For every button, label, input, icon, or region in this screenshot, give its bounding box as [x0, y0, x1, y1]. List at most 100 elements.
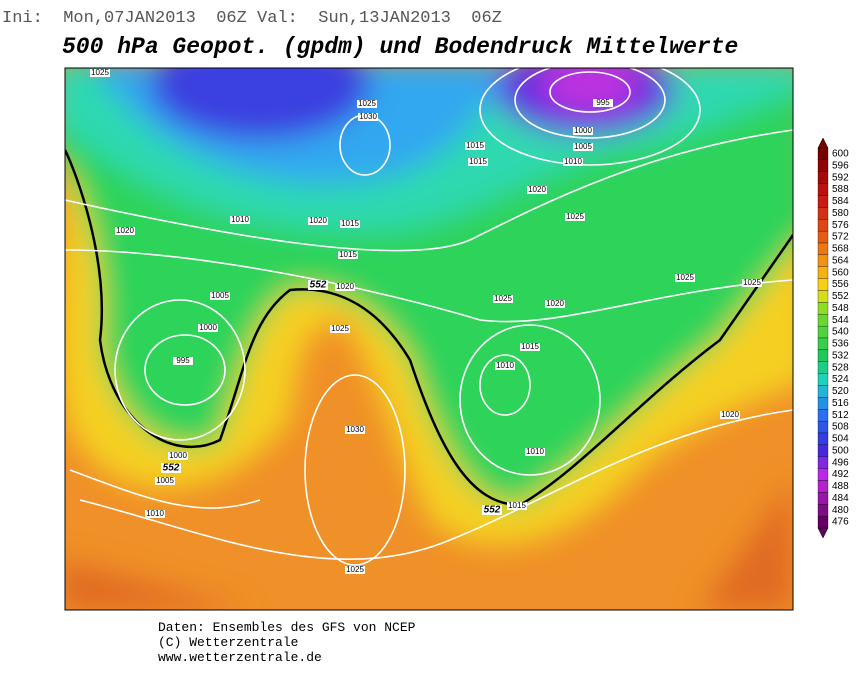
- isobar-label: 1020: [309, 216, 327, 225]
- colorbar-label: 480: [832, 505, 849, 516]
- label-bg: [115, 227, 135, 235]
- colorbar-label: 524: [832, 374, 849, 385]
- colorbar-label: 560: [832, 267, 849, 278]
- label-bg: [340, 220, 360, 228]
- colorbar-label: 516: [832, 398, 849, 409]
- colorbar-cell: [817, 397, 829, 410]
- colorbar-label: 536: [832, 339, 849, 350]
- colorbar-label: 484: [832, 493, 849, 504]
- label-bg: [527, 186, 547, 194]
- colorbar-label: 556: [832, 279, 849, 290]
- isobar-label: 1015: [508, 501, 526, 510]
- label-bg: [520, 343, 540, 351]
- colorbar-arrow: [817, 527, 829, 539]
- colorbar-label: 592: [832, 172, 849, 183]
- isobar-label: 995: [596, 98, 610, 107]
- colorbar-cell: [817, 385, 829, 398]
- colorbar-cell: [817, 480, 829, 493]
- colorbar-cell: [817, 195, 829, 208]
- label-bg: [720, 411, 740, 419]
- colorbar-label: 532: [832, 350, 849, 361]
- label-bg: [155, 477, 175, 485]
- colorbar-label: 512: [832, 410, 849, 421]
- label-bg: [468, 158, 488, 166]
- colorbar-cell: [817, 183, 829, 196]
- colorbar-cell: [817, 290, 829, 303]
- label-bg: [525, 448, 545, 456]
- colorbar-label: 500: [832, 445, 849, 456]
- colorbar-cell: [817, 349, 829, 362]
- colorbar-label: 548: [832, 303, 849, 314]
- label-bg: [345, 426, 365, 434]
- colorbar-label: 568: [832, 244, 849, 255]
- label-bg: [308, 217, 328, 225]
- colorbar-label: 492: [832, 469, 849, 480]
- isobar-label: 1025: [346, 565, 364, 574]
- colorbar-cell: [817, 159, 829, 172]
- colorbar-label: 588: [832, 184, 849, 195]
- label-bg: [357, 100, 377, 108]
- colorbar-label: 576: [832, 220, 849, 231]
- footer-line: (C) Wetterzentrale: [158, 635, 298, 650]
- colorbar-cell: [817, 278, 829, 291]
- label-bg: [198, 324, 218, 332]
- colorbar-label: 528: [832, 362, 849, 373]
- isobar-label: 1010: [526, 447, 544, 456]
- isobar-label: 1015: [466, 141, 484, 150]
- colorbar-cell: [817, 302, 829, 315]
- colorbar-label: 476: [832, 517, 849, 528]
- colorbar-cell: [817, 147, 829, 161]
- isobar-label: 1010: [496, 361, 514, 370]
- label-bg: [465, 142, 485, 150]
- colorbar-label: 564: [832, 255, 849, 266]
- colorbar-label: 552: [832, 291, 849, 302]
- label-bg: [545, 300, 565, 308]
- isobar-label: 1020: [116, 226, 134, 235]
- colorbar-label: 540: [832, 327, 849, 338]
- label-bg: [358, 113, 378, 121]
- colorbar-cell: [817, 361, 829, 374]
- isobar-label: 1005: [156, 476, 174, 485]
- colorbar-cell: [817, 492, 829, 505]
- label-bg: [345, 566, 365, 574]
- label-bg: [593, 99, 613, 107]
- colorbar-cell: [817, 325, 829, 339]
- isobar-label: 1005: [211, 291, 229, 300]
- colorbar-label: 508: [832, 422, 849, 433]
- isobar-label: 1030: [359, 112, 377, 121]
- isobar-label: 1015: [341, 219, 359, 228]
- colorbar-label: 504: [832, 434, 849, 445]
- colorbar-cell: [817, 337, 829, 351]
- contour-label: 552: [163, 463, 180, 474]
- colorbar-cell: [817, 242, 829, 256]
- colorbar-label: 496: [832, 457, 849, 468]
- isobar-label: 1015: [469, 157, 487, 166]
- label-bg: [338, 251, 358, 259]
- colorbar-label: 520: [832, 386, 849, 397]
- label-bg: [90, 69, 110, 77]
- label-bg: [573, 127, 593, 135]
- isobar-label: 1000: [199, 323, 217, 332]
- isobar-label: 1020: [528, 185, 546, 194]
- isobar-label: 1025: [331, 324, 349, 333]
- colorbar-label: 488: [832, 481, 849, 492]
- label-bg: [210, 292, 230, 300]
- colorbar-label: 580: [832, 208, 849, 219]
- contour-label: 552: [310, 280, 327, 291]
- isobar-label: 1025: [743, 278, 761, 287]
- colorbar-cell: [817, 373, 829, 386]
- label-bg: [168, 452, 188, 460]
- isobar-label: 1005: [574, 142, 592, 151]
- label-bg: [308, 280, 328, 290]
- colorbar-cell: [817, 409, 829, 422]
- isobar-label: 995: [176, 356, 190, 365]
- label-bg: [173, 357, 193, 365]
- label-bg: [675, 274, 695, 282]
- colorbar-label: 600: [832, 149, 849, 160]
- colorbar-cell: [817, 314, 829, 327]
- isobar-label: 1015: [339, 250, 357, 259]
- colorbar-label: 596: [832, 160, 849, 171]
- label-bg: [330, 325, 350, 333]
- isobar-label: 1025: [91, 68, 109, 77]
